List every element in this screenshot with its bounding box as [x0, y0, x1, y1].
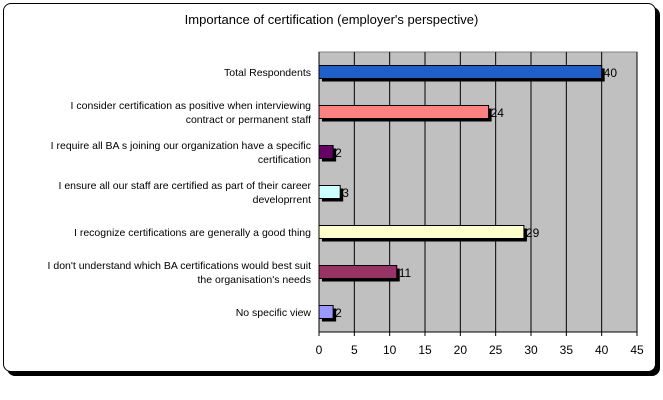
x-tick-label-8: 40 [595, 343, 609, 357]
x-tick-label-7: 35 [560, 343, 574, 357]
bar-3 [318, 185, 341, 199]
bar-1 [318, 105, 490, 119]
plot-area [318, 51, 638, 333]
category-label-1-1: contract or permanent staff [186, 114, 311, 126]
x-tick-label-5: 25 [489, 343, 503, 357]
category-label-3-0: I ensure all our staff are certified as … [58, 180, 311, 192]
x-tick-label-3: 15 [418, 343, 432, 357]
bar-6 [318, 305, 334, 319]
category-label-6-0: No specific view [236, 307, 312, 319]
category-label-2-0: I require all BA s joining our organizat… [51, 140, 311, 152]
data-label-1: 24 [491, 106, 505, 120]
chart-title: Importance of certification (employer's … [184, 12, 479, 27]
data-label-5: 11 [399, 266, 412, 280]
category-label-2-1: certification [258, 154, 311, 166]
category-label-0-0: Total Respondents [224, 67, 311, 79]
data-label-6: 2 [335, 306, 342, 320]
data-label-3: 3 [342, 186, 349, 200]
x-tick-label-9: 45 [630, 343, 644, 357]
x-tick-label-2: 10 [383, 343, 397, 357]
x-tick-label-4: 20 [454, 343, 468, 357]
bar-5 [318, 265, 398, 279]
x-tick-label-1: 5 [351, 343, 358, 357]
data-label-0: 40 [604, 66, 618, 80]
bar-4 [318, 225, 525, 239]
category-label-1-0: I consider certification as positive whe… [71, 100, 312, 112]
x-tick-label-6: 30 [524, 343, 538, 357]
category-label-3-1: developrrent [253, 194, 311, 206]
x-tick-label-0: 0 [316, 343, 323, 357]
bar-0 [318, 65, 603, 79]
bar-2 [318, 145, 334, 159]
category-label-4-0: I recognize certifications are generally… [74, 227, 311, 239]
data-label-4: 29 [526, 226, 540, 240]
category-label-5-0: I don't understand which BA certificatio… [48, 260, 312, 272]
category-label-5-1: the organisation's needs [197, 274, 311, 286]
data-label-2: 2 [335, 146, 342, 160]
